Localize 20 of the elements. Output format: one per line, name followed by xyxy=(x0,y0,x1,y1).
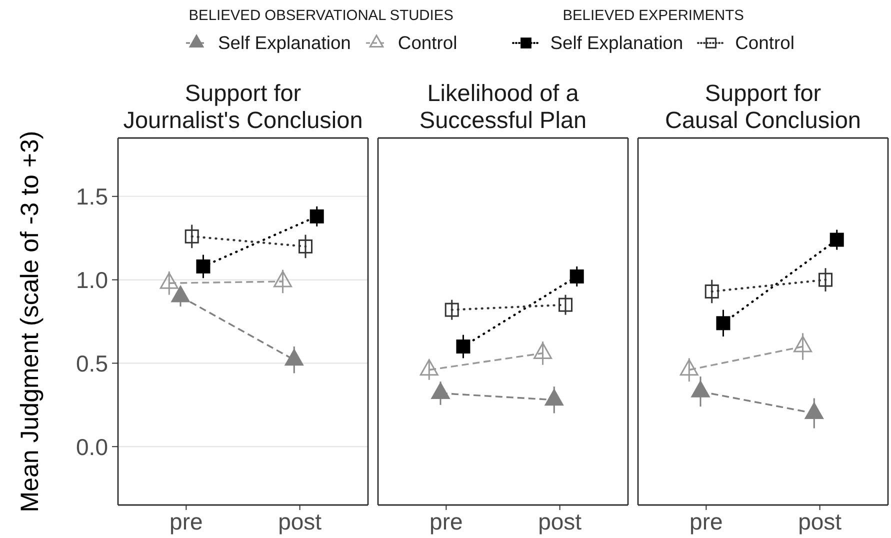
x-tick-label: post xyxy=(538,508,582,534)
legend-label: Self Explanation xyxy=(218,32,351,54)
legend-title: BELIEVED OBSERVATIONAL STUDIES xyxy=(188,7,454,26)
y-tick-label: 1.0 xyxy=(76,266,108,293)
x-tick-label: pre xyxy=(170,508,203,534)
x-tick-label: pre xyxy=(430,508,463,534)
x-tick-label: post xyxy=(278,508,322,534)
chart-title: Support for Causal Conclusion xyxy=(665,80,861,134)
y-tick-label: 0.5 xyxy=(76,350,108,376)
y-axis-title: Mean Judgment (scale of -3 to +3) xyxy=(16,130,44,512)
y-tick-label: 0.0 xyxy=(76,434,108,460)
legend-label: Self Explanation xyxy=(550,32,684,54)
text: BELIEVED EXPERIMENTS xyxy=(562,7,744,26)
x-tick-label: pre xyxy=(690,508,723,534)
x-tick-label: post xyxy=(798,508,842,534)
y-tick-label: 1.5 xyxy=(76,184,108,210)
chart-title: Support for Journalist's Conclusion xyxy=(123,80,363,134)
chart-title: Likelihood of a Successful Plan xyxy=(419,80,587,134)
legend-label: Control xyxy=(735,32,794,54)
legend-label: Control xyxy=(398,32,458,54)
